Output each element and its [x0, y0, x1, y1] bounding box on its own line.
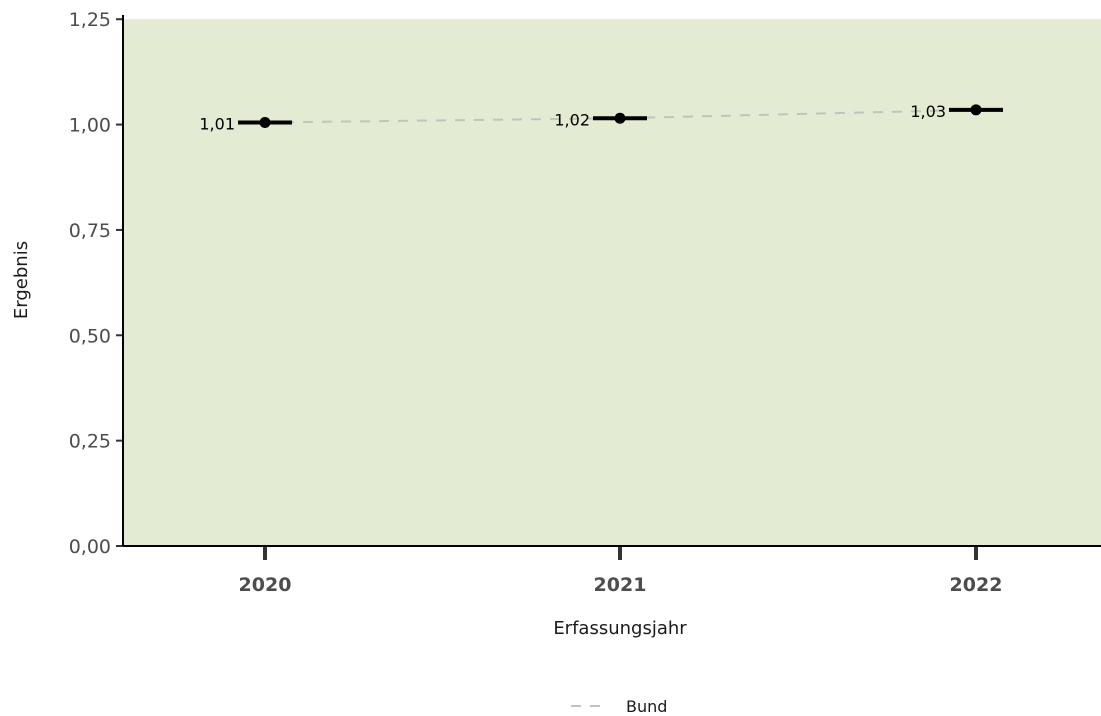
y-tick-label: 0,75 [69, 220, 111, 242]
data-point [259, 116, 271, 128]
data-label: 1,02 [554, 110, 590, 129]
data-label: 1,01 [199, 114, 235, 133]
legend-label-bund: Bund [626, 697, 667, 716]
y-tick-label: 0,25 [69, 431, 111, 453]
x-tick-label: 2020 [239, 574, 292, 596]
x-tick-label: 2022 [950, 574, 1003, 596]
y-tick-label: 0,50 [69, 325, 111, 347]
y-tick-label: 1,00 [69, 115, 111, 137]
legend: Bund [571, 697, 667, 716]
x-tick-label: 2021 [594, 574, 647, 596]
x-axis-title: Erfassungsjahr [553, 618, 687, 639]
data-point [970, 104, 982, 116]
y-tick-label: 0,00 [69, 536, 111, 558]
data-point [614, 112, 626, 124]
data-label: 1,03 [910, 102, 946, 121]
y-axis-title: Ergebnis [11, 241, 32, 319]
y-tick-label: 1,25 [69, 9, 111, 31]
series-line-bund [264, 108, 977, 124]
reference-band [123, 19, 1101, 546]
